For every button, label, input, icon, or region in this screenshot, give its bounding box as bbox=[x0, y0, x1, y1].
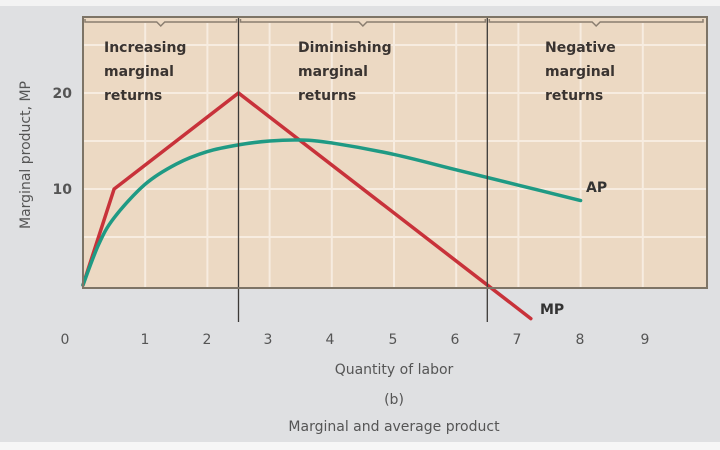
y-tick-label: 20 bbox=[53, 86, 73, 102]
chart-title: Marginal and average product bbox=[288, 419, 500, 435]
x-tick-label: 7 bbox=[513, 332, 522, 348]
plot-frame bbox=[82, 16, 708, 289]
series-line-ap bbox=[81, 138, 583, 287]
x-tick-label: 2 bbox=[203, 332, 212, 348]
region-label: Diminishing bbox=[298, 40, 392, 56]
x-axis-label: Quantity of labor bbox=[335, 362, 454, 378]
series-label-mp: MP bbox=[540, 302, 564, 318]
y-axis-label: Marginal product, MP bbox=[18, 81, 34, 229]
region-bracket bbox=[239, 19, 487, 28]
top-strip bbox=[0, 0, 720, 6]
region-label: marginal bbox=[545, 64, 615, 80]
region-label: returns bbox=[298, 88, 356, 104]
region-label: Increasing bbox=[104, 40, 186, 56]
region-bracket bbox=[84, 19, 238, 28]
x-tick-label: 1 bbox=[141, 332, 150, 348]
panel-label: (b) bbox=[384, 392, 404, 408]
x-tick-label: 3 bbox=[264, 332, 273, 348]
region-label: marginal bbox=[104, 64, 174, 80]
region-bracket bbox=[488, 19, 704, 28]
x-tick-label: 0 bbox=[61, 332, 70, 348]
series-line-mp bbox=[81, 90, 533, 321]
bottom-strip bbox=[0, 442, 720, 450]
x-tick-label: 4 bbox=[326, 332, 335, 348]
series-label-ap: AP bbox=[586, 180, 607, 196]
region-label: Negative bbox=[545, 40, 616, 56]
x-tick-label: 6 bbox=[451, 332, 460, 348]
y-tick-label: 10 bbox=[53, 182, 73, 198]
x-tick-label: 5 bbox=[389, 332, 398, 348]
region-label: returns bbox=[545, 88, 603, 104]
region-label: returns bbox=[104, 88, 162, 104]
x-tick-label: 9 bbox=[641, 332, 650, 348]
x-tick-label: 8 bbox=[576, 332, 585, 348]
region-label: marginal bbox=[298, 64, 368, 80]
